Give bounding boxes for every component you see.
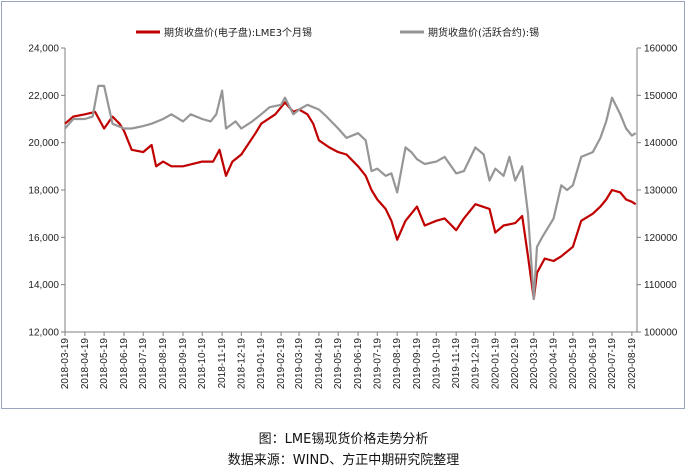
x-tick-label: 2018-12-19 [236, 338, 247, 390]
x-tick-label: 2020-04-19 [549, 338, 560, 390]
y-left-tick-label: 22,000 [28, 91, 59, 102]
y-right-tick-label: 160000 [644, 44, 678, 55]
x-tick-label: 2018-06-19 [119, 338, 130, 390]
x-tick-label: 2019-05-19 [333, 338, 344, 390]
x-tick-label: 2018-10-19 [197, 338, 208, 390]
x-tick-label: 2018-09-19 [178, 338, 189, 390]
y-left-tick-label: 12,000 [28, 328, 59, 339]
y-right-tick-label: 150000 [644, 91, 678, 102]
x-tick-label: 2020-08-19 [627, 338, 638, 390]
x-tick-label: 2020-07-19 [607, 338, 618, 390]
x-tick-label: 2018-05-19 [99, 338, 110, 390]
figure-caption: 图：LME锡现货价格走势分析 [258, 432, 429, 447]
x-tick-label: 2018-08-19 [158, 338, 169, 390]
x-tick-label: 2019-09-19 [412, 338, 423, 390]
y-left-tick-label: 14,000 [28, 280, 59, 291]
x-tick-label: 2020-06-19 [588, 338, 599, 390]
x-tick-label: 2019-08-19 [392, 338, 403, 390]
x-tick-label: 2018-07-19 [138, 338, 149, 390]
x-tick-label: 2019-06-19 [353, 338, 364, 390]
x-tick-label: 2019-10-19 [431, 338, 442, 390]
x-tick-label: 2019-01-19 [256, 338, 267, 390]
x-tick-label: 2020-02-19 [510, 338, 521, 390]
y-right-tick-label: 110000 [644, 280, 677, 291]
x-tick-label: 2020-05-19 [568, 338, 579, 390]
x-tick-label: 2020-01-19 [490, 338, 501, 390]
line-chart: 12,000 14,000 16,000 18,000 20,000 22,000 24,0… [28, 26, 678, 390]
x-tick-label: 2018-04-19 [80, 338, 91, 390]
chart-frame: 12,000 14,000 16,000 18,000 20,000 22,000 24,0… [1, 1, 685, 409]
x-tick-label: 2020-03-19 [529, 338, 540, 390]
x-tick-label: 2018-03-19 [60, 338, 71, 390]
y-left-tick-label: 18,000 [28, 186, 59, 197]
y-left-tick-label: 20,000 [28, 138, 59, 149]
x-tick-label: 2019-07-19 [372, 338, 383, 390]
y-right-tick-label: 130000 [644, 186, 678, 197]
x-tick-label: 2019-11-19 [451, 338, 462, 389]
x-tick-label: 2019-12-19 [470, 338, 481, 390]
y-right-tick-label: 120000 [644, 233, 678, 244]
y-right-tick-label: 100000 [644, 328, 678, 339]
series-line-lme-3m [64, 101, 637, 300]
x-tick-label: 2019-03-19 [294, 338, 305, 390]
legend-label: 期货收盘价(电子盘):LME3个月锡 [164, 26, 312, 39]
x-tick-label: 2019-02-19 [276, 338, 287, 390]
series-line-active-contract [64, 84, 637, 300]
y-left-tick-label: 24,000 [28, 44, 59, 55]
data-source-note: 数据来源：WIND、方正中期研究院整理 [227, 453, 460, 468]
y-left-tick-label: 16,000 [28, 233, 59, 244]
legend-label: 期货收盘价(活跃合约):锡 [428, 26, 539, 39]
y-right-tick-label: 140000 [644, 138, 678, 149]
x-tick-label: 2018-11-19 [217, 338, 228, 389]
x-tick-label: 2019-04-19 [314, 338, 325, 390]
